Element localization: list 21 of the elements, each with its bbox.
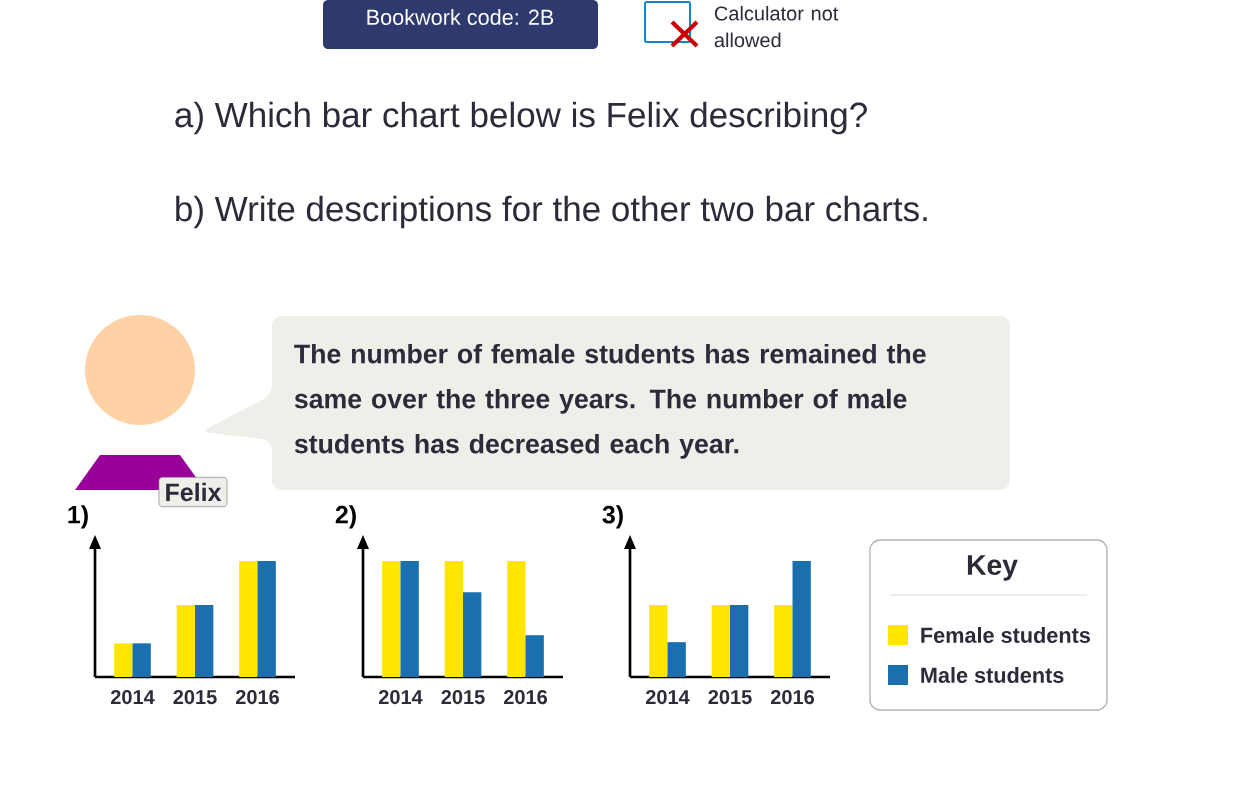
text: a) Which bar chart below is Felix describing? bbox=[175, 101, 867, 135]
x-tick-label: 2015 bbox=[708, 690, 752, 705]
x-tick-label: 2016 bbox=[235, 690, 280, 705]
x-tick-label: 2014 bbox=[645, 690, 690, 705]
legend-title: Key bbox=[967, 555, 1018, 581]
x-tick-label: 2014 bbox=[378, 690, 423, 705]
chart-title: 2) bbox=[335, 505, 356, 529]
text: Felix bbox=[166, 482, 222, 502]
chart-title: 1) bbox=[68, 505, 88, 529]
legend-label: Female students bbox=[921, 627, 1090, 643]
text: The number of female students has remained the same over the three years. The number of male students has decreased each year. bbox=[294, 343, 926, 459]
chart-title: 3) bbox=[602, 505, 623, 529]
x-tick-label: 2015 bbox=[441, 690, 485, 705]
x-tick-label: 2016 bbox=[770, 690, 815, 705]
legend-label: Male students bbox=[921, 667, 1064, 683]
x-tick-label: 2014 bbox=[110, 690, 155, 705]
x-tick-label: 2015 bbox=[173, 690, 217, 705]
text: Bookwork code: 2B bbox=[367, 9, 554, 25]
x-tick-label: 2016 bbox=[503, 690, 548, 705]
text: Calculator not allowed bbox=[714, 5, 839, 48]
text: b) Write descriptions for the other two bar charts. bbox=[176, 195, 927, 229]
